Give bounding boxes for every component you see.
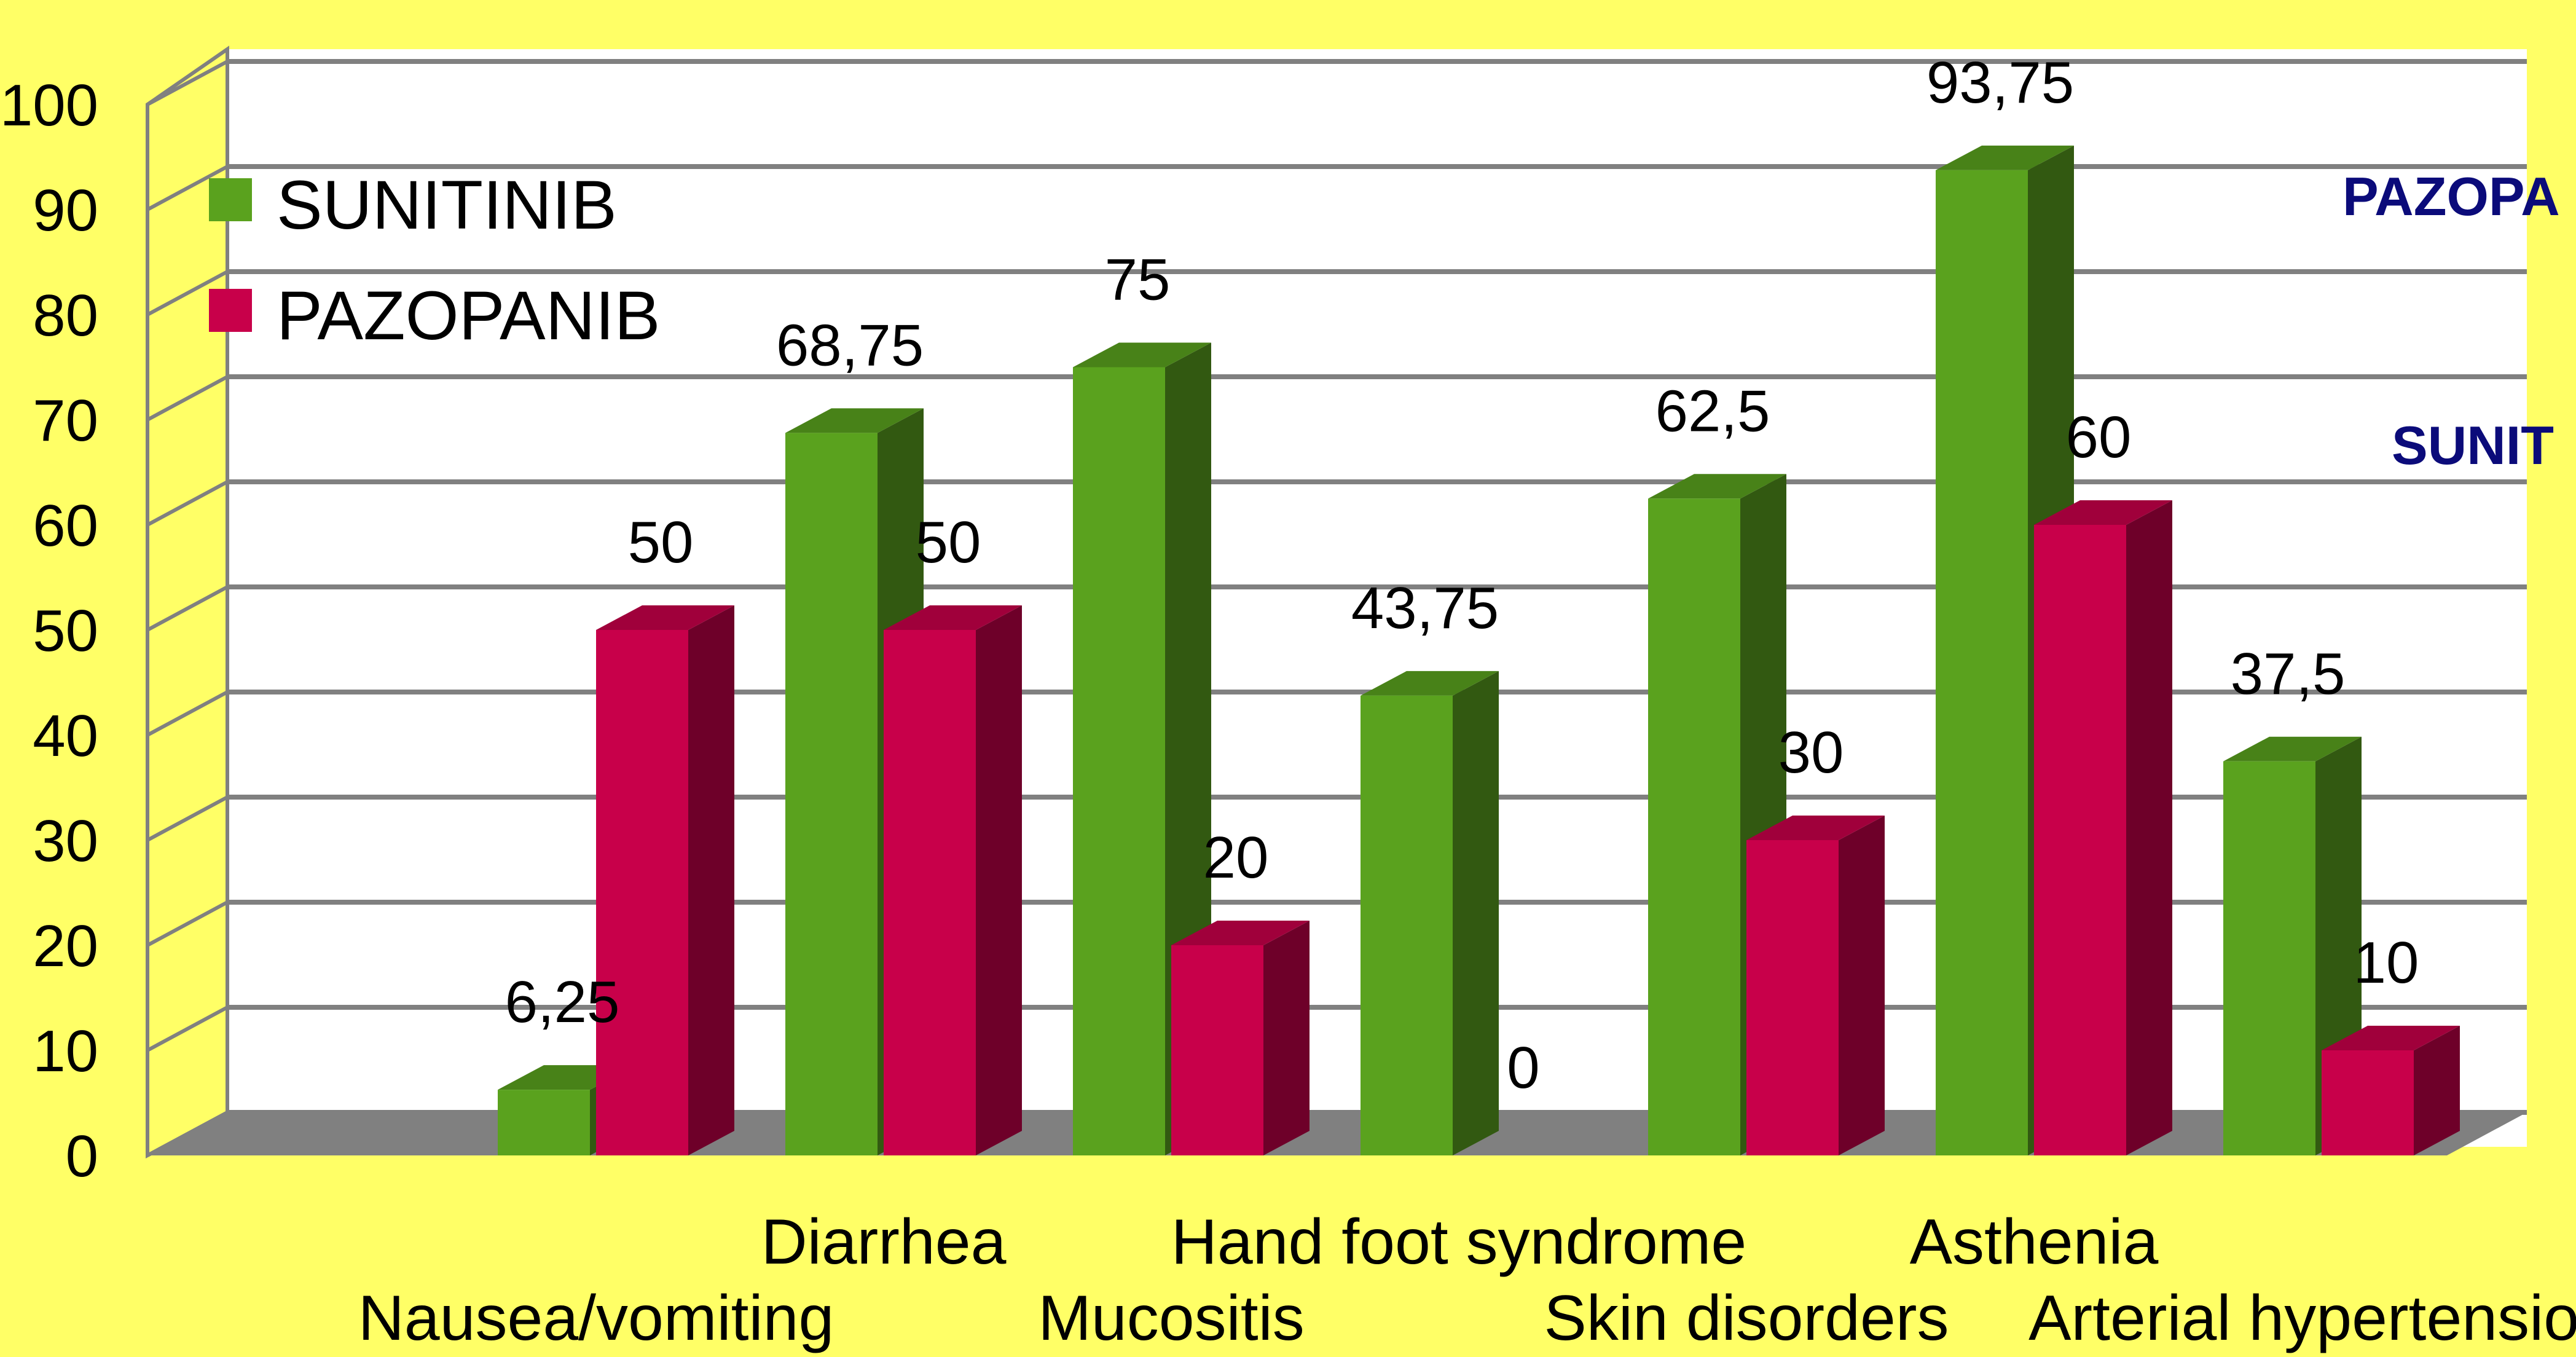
floor [147, 1112, 2527, 1155]
category-label: Arterial hypertension [2028, 1283, 2576, 1354]
bar [596, 630, 688, 1155]
bar-top [1746, 816, 1885, 840]
category-label: Skin disorders [1544, 1283, 1949, 1354]
legend-swatch-sunitinib [209, 178, 252, 221]
gridline-diag [146, 165, 229, 211]
bar-top [2322, 1026, 2460, 1050]
data-label: 20 [1203, 825, 1269, 891]
y-tick-label: 50 [33, 598, 98, 664]
bar-side [2126, 500, 2172, 1155]
category-label: Hand foot syndrome [1171, 1206, 1747, 1278]
bar-top [1073, 342, 1211, 368]
y-tick-label: 40 [33, 703, 98, 769]
side-label-pazopanib: PAZOPA [2342, 166, 2560, 227]
gridline-diag [146, 900, 229, 947]
bar [498, 1090, 590, 1155]
gridline-diag [146, 1005, 229, 1052]
bar [884, 630, 976, 1155]
category-label: Diarrhea [761, 1206, 1007, 1278]
y-tick-label: 30 [33, 808, 98, 874]
y-tick-label: 80 [33, 283, 98, 348]
data-label: 68,75 [776, 312, 924, 378]
bar-side [1263, 921, 1310, 1155]
y-tick-label: 90 [33, 178, 98, 243]
data-label: 50 [916, 509, 981, 575]
gridline-diag [146, 375, 229, 422]
category-label: Nausea/vomiting [358, 1283, 834, 1354]
bar [1936, 170, 2028, 1155]
bar [2322, 1050, 2414, 1155]
bar-top [1361, 671, 1499, 696]
data-label: 10 [2354, 930, 2419, 996]
bar [2223, 761, 2315, 1155]
y-tick-label: 60 [33, 493, 98, 559]
gridline-diag [146, 270, 229, 317]
category-label: Mucositis [1038, 1283, 1304, 1354]
legend-label-sunitinib: SUNITINIB [277, 167, 617, 243]
bar-side [2414, 1026, 2460, 1155]
bar [1171, 945, 1263, 1155]
bar-top [1936, 145, 2074, 170]
bar [1648, 498, 1740, 1155]
legend: SUNITINIB PAZOPANIB [209, 167, 660, 354]
legend-label-pazopanib: PAZOPANIB [277, 277, 660, 354]
bar-side [976, 605, 1022, 1155]
y-tick-label: 20 [33, 913, 98, 979]
bar [1361, 695, 1453, 1155]
bar-side [1839, 816, 1885, 1155]
bar-top [1648, 474, 1786, 499]
y-tick-label: 10 [33, 1018, 98, 1084]
bar-top [1171, 921, 1310, 945]
y-axis-ticks: 0 10 20 30 40 50 60 70 80 90 100 [0, 73, 98, 1189]
gridline-diag [146, 795, 229, 842]
bar-top [884, 605, 1022, 630]
legend-swatch-pazopanib [209, 289, 252, 332]
bars [498, 145, 2460, 1155]
bar-top [2223, 736, 2362, 761]
gridline-diag [146, 690, 229, 737]
bar-side [1453, 671, 1499, 1155]
bar [785, 433, 878, 1155]
back-wall-left [146, 45, 229, 1159]
data-label: 0 [1507, 1035, 1539, 1101]
data-label: 37,5 [2231, 641, 2346, 707]
data-label: 62,5 [1655, 378, 1770, 444]
bar-top [2034, 500, 2172, 525]
bar-top [785, 408, 924, 433]
y-tick-label: 0 [66, 1123, 98, 1189]
gridline-diag [146, 480, 229, 527]
y-tick-label: 100 [0, 73, 98, 138]
bar [2034, 525, 2126, 1155]
data-label: 6,25 [505, 969, 620, 1035]
data-label: 30 [1778, 720, 1844, 785]
bar [1073, 367, 1165, 1155]
data-label: 43,75 [1351, 575, 1499, 641]
bar [1746, 840, 1839, 1155]
data-label: 50 [628, 509, 694, 575]
side-label-sunitinib: SUNIT [2392, 415, 2554, 476]
gridline-diag [146, 585, 229, 632]
bar-top [596, 605, 734, 630]
y-tick-label: 70 [33, 388, 98, 454]
data-label: 75 [1105, 247, 1171, 313]
bar-side [688, 605, 734, 1155]
category-label: Asthenia [1910, 1206, 2159, 1278]
data-labels: 6,25 50 68,75 50 75 20 43,75 0 62,5 30 93,75 60 37,5… [505, 50, 2419, 1101]
data-label: 60 [2066, 404, 2132, 470]
data-label: 93,75 [1926, 50, 2074, 116]
